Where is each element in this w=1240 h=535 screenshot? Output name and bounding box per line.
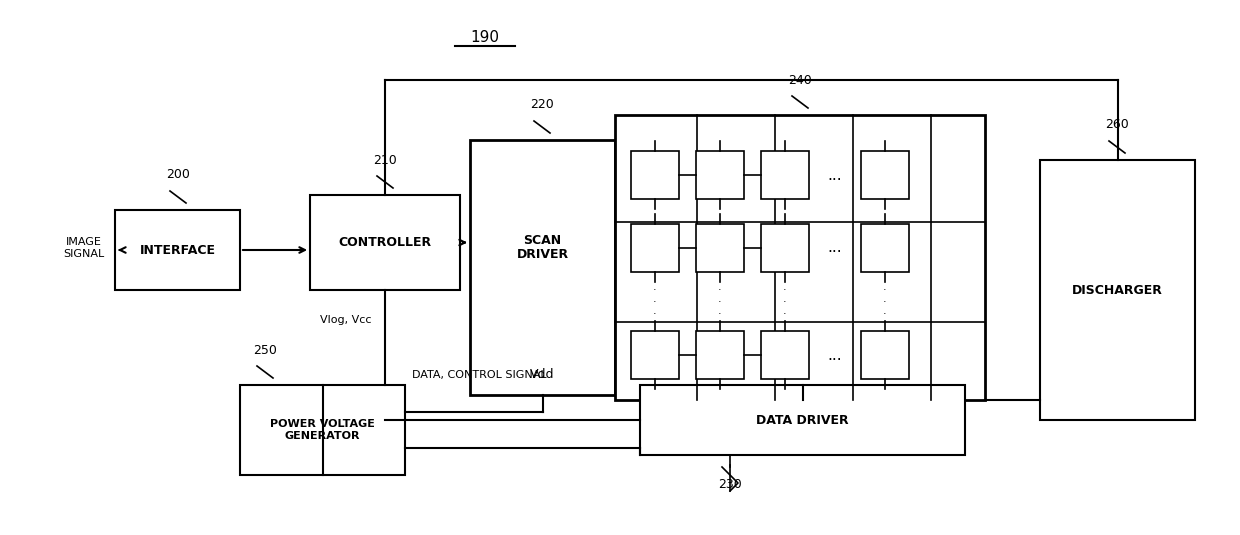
Text: 260: 260 [1105, 118, 1128, 132]
Bar [631, 331, 680, 379]
Bar [696, 151, 744, 199]
Bar [1040, 160, 1195, 420]
Bar [640, 385, 965, 455]
Text: DISCHARGER: DISCHARGER [1073, 284, 1163, 296]
Text: ...: ... [827, 241, 842, 256]
Bar [696, 224, 744, 272]
Bar [241, 385, 405, 475]
Bar [861, 151, 909, 199]
Bar [115, 210, 241, 290]
Bar [696, 331, 744, 379]
Text: Vlog, Vcc: Vlog, Vcc [320, 315, 372, 325]
Text: POWER VOLTAGE
GENERATOR: POWER VOLTAGE GENERATOR [270, 419, 374, 441]
Text: ...: ... [827, 167, 842, 182]
Text: 230: 230 [718, 478, 742, 492]
Bar [861, 224, 909, 272]
Bar [861, 331, 909, 379]
Text: ·
·
·: · · · [653, 285, 657, 319]
Text: 220: 220 [531, 98, 554, 111]
Bar [761, 331, 808, 379]
Text: ·
·
·: · · · [718, 285, 722, 319]
Text: 190: 190 [470, 30, 500, 45]
Text: DATA DRIVER: DATA DRIVER [756, 414, 849, 426]
Text: 210: 210 [373, 154, 397, 166]
Text: IMAGE
SIGNAL: IMAGE SIGNAL [63, 237, 104, 259]
Bar [631, 224, 680, 272]
Bar [615, 115, 985, 400]
Text: ...: ... [827, 348, 842, 363]
Text: INTERFACE: INTERFACE [139, 243, 216, 256]
Text: ·
·
·: · · · [883, 285, 887, 319]
Bar [310, 195, 460, 290]
Bar [761, 151, 808, 199]
Text: ·
·
·: · · · [784, 285, 787, 319]
Text: Vdd: Vdd [531, 369, 554, 381]
Text: SCAN
DRIVER: SCAN DRIVER [516, 233, 569, 262]
Text: 250: 250 [253, 343, 277, 356]
Text: 240: 240 [789, 73, 812, 87]
Bar [631, 151, 680, 199]
Text: CONTROLLER: CONTROLLER [339, 236, 432, 249]
Text: DATA, CONTROL SIGNAL: DATA, CONTROL SIGNAL [412, 370, 547, 380]
Text: 200: 200 [166, 169, 190, 181]
Bar [761, 224, 808, 272]
Bar [470, 140, 615, 395]
